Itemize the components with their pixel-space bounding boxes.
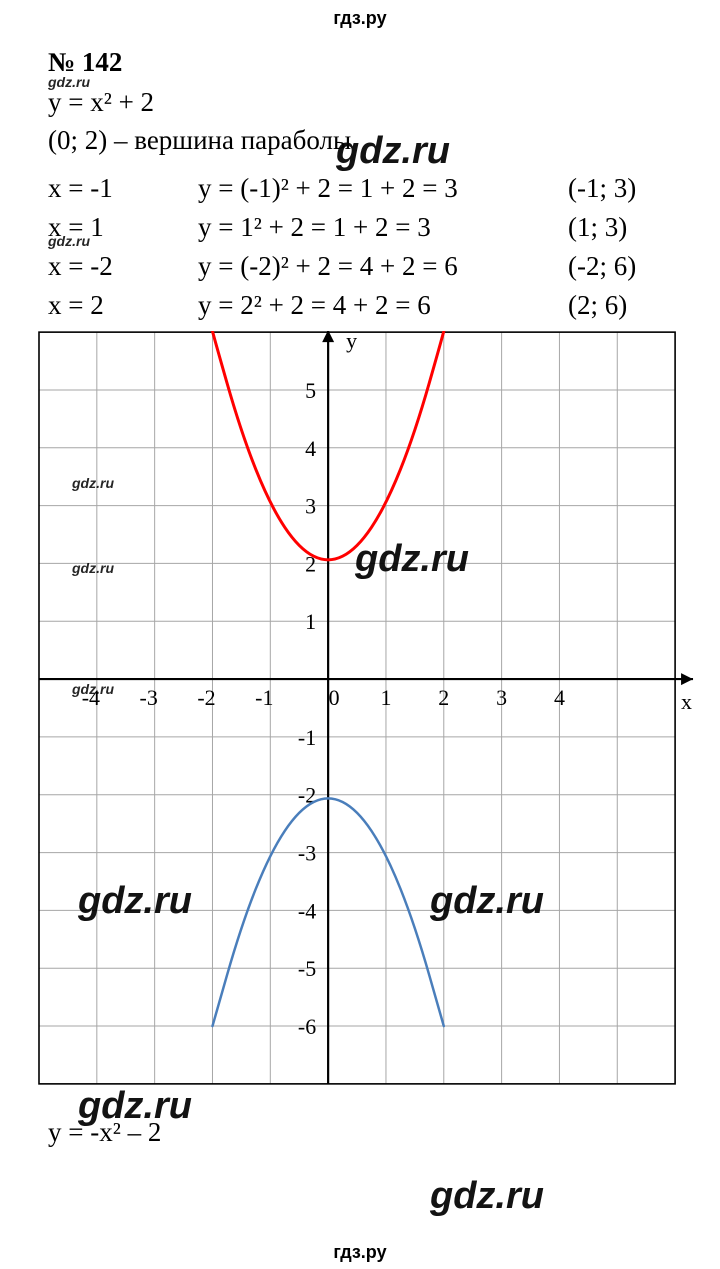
table-row: x = -2 y = (-2)² + 2 = 4 + 2 = 6 (-2; 6) (48, 251, 720, 282)
cell-point: (1; 3) (568, 212, 688, 243)
svg-text:1: 1 (380, 685, 391, 710)
svg-text:4: 4 (305, 436, 316, 461)
cell-y: y = 2² + 2 = 4 + 2 = 6 (198, 290, 568, 321)
cell-point: (-1; 3) (568, 173, 688, 204)
cell-x: x = -1 (48, 173, 198, 204)
svg-text:-5: -5 (298, 956, 316, 981)
svg-text:y: y (346, 331, 357, 353)
table-row: x = 2 y = 2² + 2 = 4 + 2 = 6 (2; 6) (48, 290, 720, 321)
page-header: гдз.ру (0, 0, 720, 29)
cell-point: (-2; 6) (568, 251, 688, 282)
svg-text:-2: -2 (197, 685, 215, 710)
cell-y: y = 1² + 2 = 1 + 2 = 3 (198, 212, 568, 243)
svg-text:3: 3 (305, 493, 316, 518)
svg-text:-1: -1 (255, 685, 273, 710)
cell-point: (2; 6) (568, 290, 688, 321)
svg-text:-4: -4 (298, 898, 316, 923)
cell-y: y = (-2)² + 2 = 4 + 2 = 6 (198, 251, 568, 282)
svg-text:1: 1 (305, 609, 316, 634)
svg-text:-2: -2 (298, 783, 316, 808)
graph-container: yx-4-3-2-10123454321-1-2-3-4-5-6 (38, 331, 720, 1094)
svg-text:-6: -6 (298, 1014, 316, 1039)
vertex-line: (0; 2) – вершина параболы (48, 122, 720, 158)
points-table: x = -1 y = (-1)² + 2 = 1 + 2 = 3 (-1; 3)… (48, 173, 720, 321)
svg-text:-3: -3 (140, 685, 158, 710)
cell-y: y = (-1)² + 2 = 1 + 2 = 3 (198, 173, 568, 204)
parabola-graph: yx-4-3-2-10123454321-1-2-3-4-5-6 (38, 331, 706, 1087)
svg-text:2: 2 (438, 685, 449, 710)
svg-text:-3: -3 (298, 840, 316, 865)
watermark: gdz.ru (430, 1175, 544, 1218)
svg-text:-1: -1 (298, 725, 316, 750)
svg-text:4: 4 (554, 685, 565, 710)
table-row: x = 1 y = 1² + 2 = 1 + 2 = 3 (1; 3) (48, 212, 720, 243)
cell-x: x = -2 (48, 251, 198, 282)
table-row: x = -1 y = (-1)² + 2 = 1 + 2 = 3 (-1; 3) (48, 173, 720, 204)
exercise-number: № 142 (48, 47, 720, 78)
page-footer: гдз.ру (0, 1242, 720, 1263)
equation-1: y = x² + 2 (48, 84, 720, 120)
equation-2: y = -x² – 2 (48, 1114, 720, 1150)
cell-x: x = 2 (48, 290, 198, 321)
svg-text:x: x (681, 689, 692, 714)
svg-text:0: 0 (329, 685, 340, 710)
solution-content: № 142 y = x² + 2 (0; 2) – вершина парабо… (0, 29, 720, 1150)
svg-text:-4: -4 (82, 685, 100, 710)
svg-text:5: 5 (305, 378, 316, 403)
cell-x: x = 1 (48, 212, 198, 243)
svg-text:3: 3 (496, 685, 507, 710)
